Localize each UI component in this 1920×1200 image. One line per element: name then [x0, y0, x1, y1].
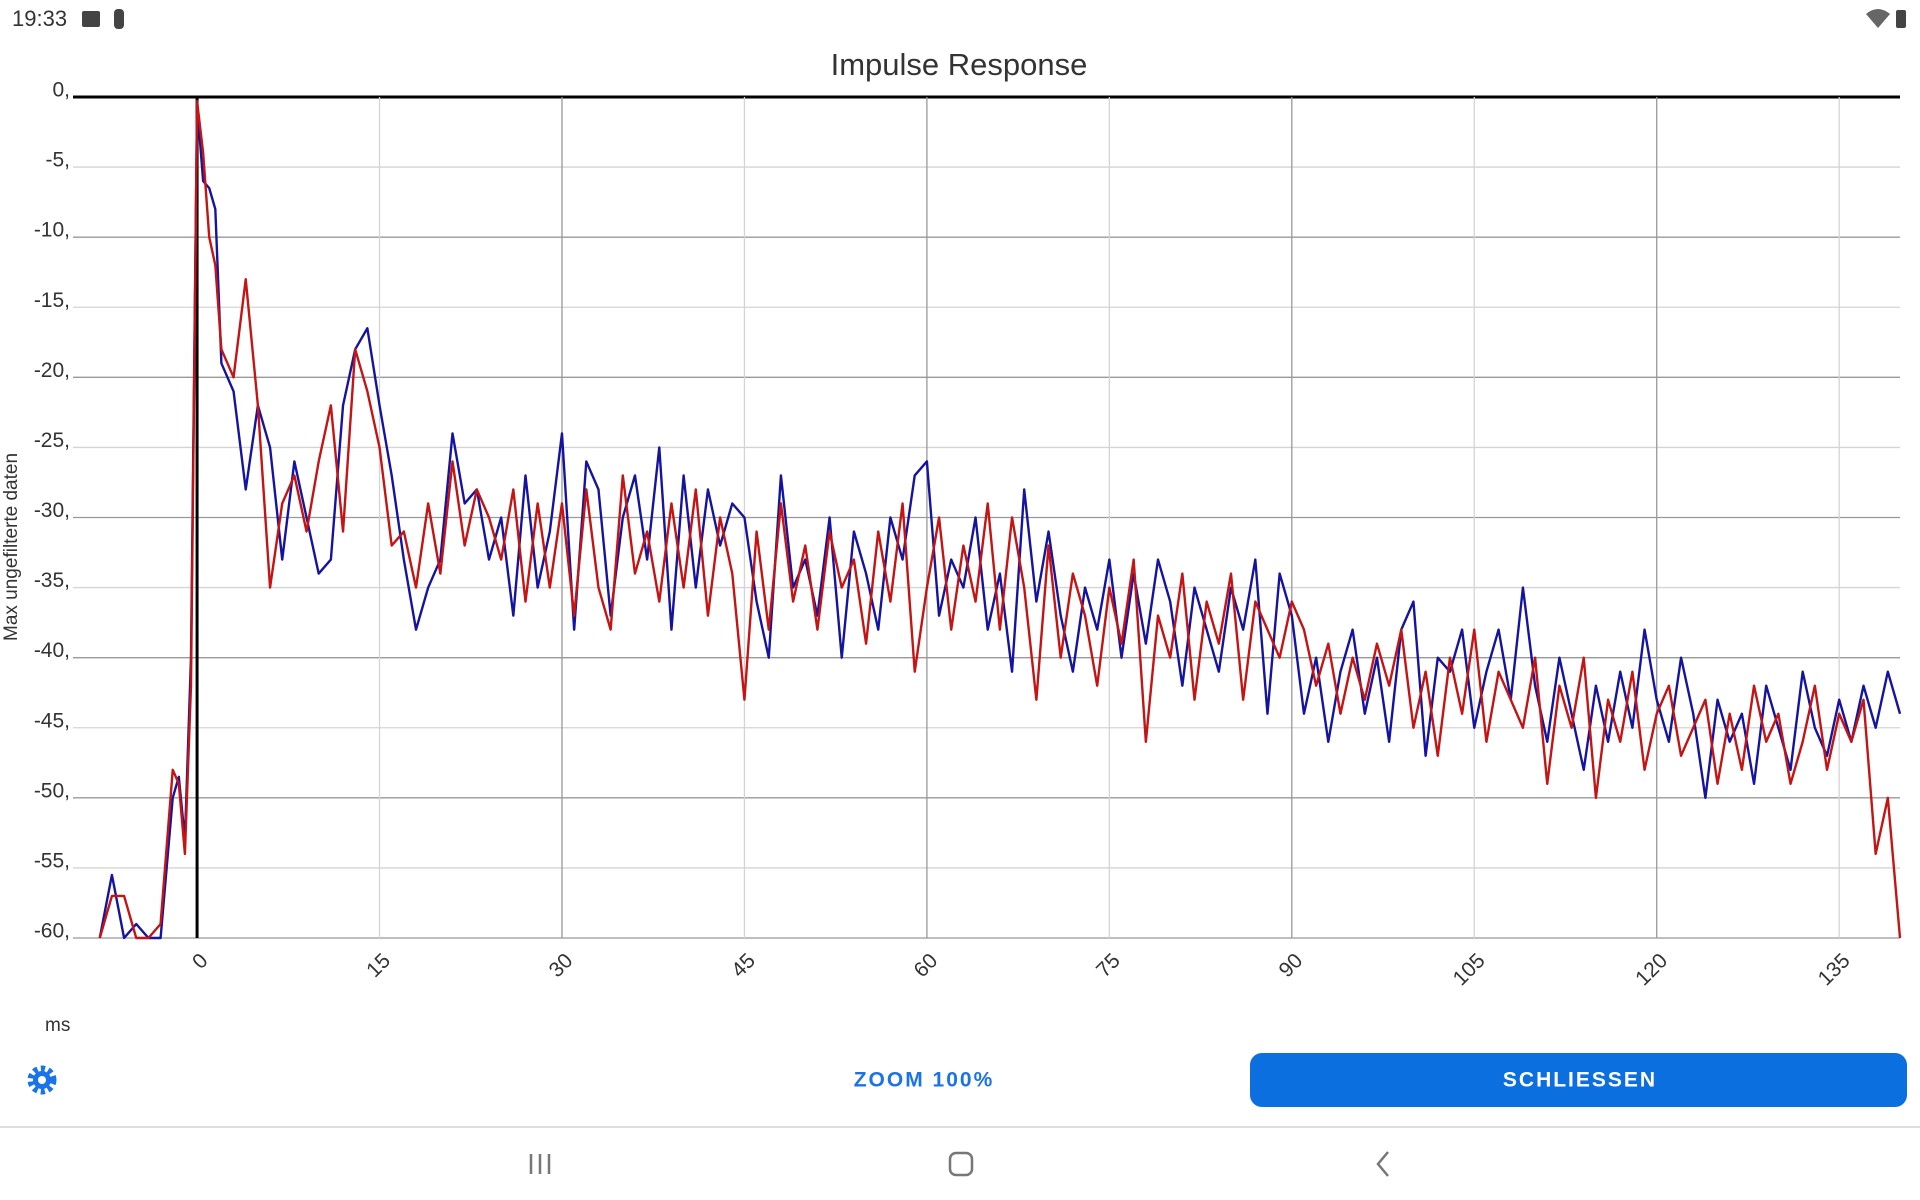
- x-tick-label: 90: [1274, 949, 1307, 982]
- nav-back[interactable]: [1376, 1151, 1389, 1177]
- chart-title: Impulse Response: [831, 47, 1088, 82]
- settings-button[interactable]: [27, 1065, 57, 1095]
- gear-teeth: [27, 1065, 57, 1095]
- x-axis-label: ms: [45, 1015, 70, 1036]
- nav-recents[interactable]: [529, 1154, 551, 1174]
- x-tick-label: 75: [1092, 949, 1125, 982]
- close-button[interactable]: [1250, 1053, 1907, 1107]
- status-time: 19:33: [12, 6, 67, 31]
- x-tick-label: 15: [362, 949, 395, 982]
- x-tick-label: 135: [1814, 949, 1855, 990]
- nav-home[interactable]: [948, 1151, 974, 1177]
- x-tick-label: 0: [188, 949, 213, 974]
- y-tick-label: -10,: [34, 219, 70, 242]
- battery-icon: [1896, 10, 1906, 28]
- y-tick-label: -50,: [34, 779, 70, 802]
- y-tick-label: -40,: [34, 639, 70, 662]
- x-tick-label: 60: [910, 949, 943, 982]
- series-line: [98, 100, 1902, 940]
- x-tick-label: 120: [1631, 949, 1672, 990]
- gear-hole: [38, 1076, 46, 1084]
- wifi-icon: [1866, 9, 1890, 28]
- x-tick-label: 30: [545, 949, 578, 982]
- x-tick-label: 45: [727, 949, 760, 982]
- plot-area: [98, 100, 1902, 940]
- grid: [73, 95, 1900, 939]
- y-tick-label: -55,: [34, 849, 70, 872]
- series-line: [98, 102, 1902, 940]
- tick-labels: -60, -55, -50, -45, -40, -35, -30, -25, -20, -15,…: [34, 79, 1855, 991]
- y-tick-label: -15,: [34, 289, 70, 312]
- y-tick-label: -45,: [34, 709, 70, 732]
- y-axis-label: Max ungefilterte daten: [1, 453, 22, 641]
- y-tick-label: 0,: [52, 79, 70, 102]
- y-tick-label: -25,: [34, 429, 70, 452]
- y-tick-label: -20,: [34, 359, 70, 382]
- nav-bar: [529, 1151, 1389, 1177]
- x-tick-label: 105: [1449, 949, 1490, 990]
- y-tick-label: -30,: [34, 499, 70, 522]
- y-tick-label: -60,: [34, 920, 70, 943]
- y-tick-label: -35,: [34, 569, 70, 592]
- y-tick-label: -5,: [45, 149, 70, 172]
- status-icon: [114, 9, 124, 29]
- close-button-label[interactable]: SCHLIESSEN: [1503, 1069, 1657, 1092]
- zoom-button[interactable]: ZOOM 100%: [854, 1069, 995, 1092]
- status-icon: [82, 11, 100, 27]
